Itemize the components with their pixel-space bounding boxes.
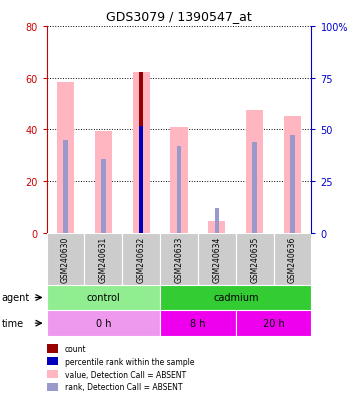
Text: time: time [2, 318, 24, 328]
Bar [177, 147, 181, 233]
Text: cadmium: cadmium [213, 293, 258, 303]
Bar [236, 233, 274, 285]
Text: value, Detection Call = ABSENT: value, Detection Call = ABSENT [65, 370, 186, 379]
Text: control: control [86, 293, 120, 303]
Bar [47, 344, 58, 353]
Bar [47, 370, 58, 378]
Bar [63, 140, 68, 233]
Text: 0 h: 0 h [96, 318, 111, 328]
Text: GSM240635: GSM240635 [250, 236, 259, 282]
Text: GSM240634: GSM240634 [212, 236, 221, 282]
Text: 20 h: 20 h [263, 318, 285, 328]
Bar [122, 233, 160, 285]
Bar [47, 357, 58, 366]
Bar [198, 233, 236, 285]
Bar [47, 233, 84, 285]
Text: rank, Detection Call = ABSENT: rank, Detection Call = ABSENT [65, 382, 183, 391]
Bar [47, 285, 160, 311]
Bar [139, 73, 144, 233]
Bar [47, 383, 58, 391]
Bar [139, 126, 144, 233]
Text: GSM240631: GSM240631 [99, 236, 108, 282]
Bar [95, 131, 112, 233]
Bar [101, 160, 106, 233]
Bar [252, 143, 257, 233]
Bar [246, 111, 263, 233]
Text: 8 h: 8 h [190, 318, 206, 328]
Text: GDS3079 / 1390547_at: GDS3079 / 1390547_at [106, 10, 252, 23]
Bar [57, 82, 74, 233]
Bar [290, 135, 295, 233]
Text: GSM240633: GSM240633 [174, 236, 184, 282]
Bar [236, 311, 311, 336]
Bar [274, 233, 311, 285]
Bar [132, 73, 150, 233]
Text: count: count [65, 344, 87, 353]
Bar [84, 233, 122, 285]
Bar [160, 233, 198, 285]
Bar [160, 311, 236, 336]
Bar [139, 126, 144, 233]
Text: GSM240636: GSM240636 [288, 236, 297, 282]
Bar [170, 128, 188, 233]
Bar [160, 285, 311, 311]
Bar [47, 311, 160, 336]
Text: GSM240630: GSM240630 [61, 236, 70, 282]
Text: percentile rank within the sample: percentile rank within the sample [65, 357, 195, 366]
Text: agent: agent [2, 293, 30, 303]
Text: GSM240632: GSM240632 [137, 236, 146, 282]
Bar [214, 209, 219, 233]
Bar [284, 117, 301, 233]
Bar [208, 222, 226, 233]
